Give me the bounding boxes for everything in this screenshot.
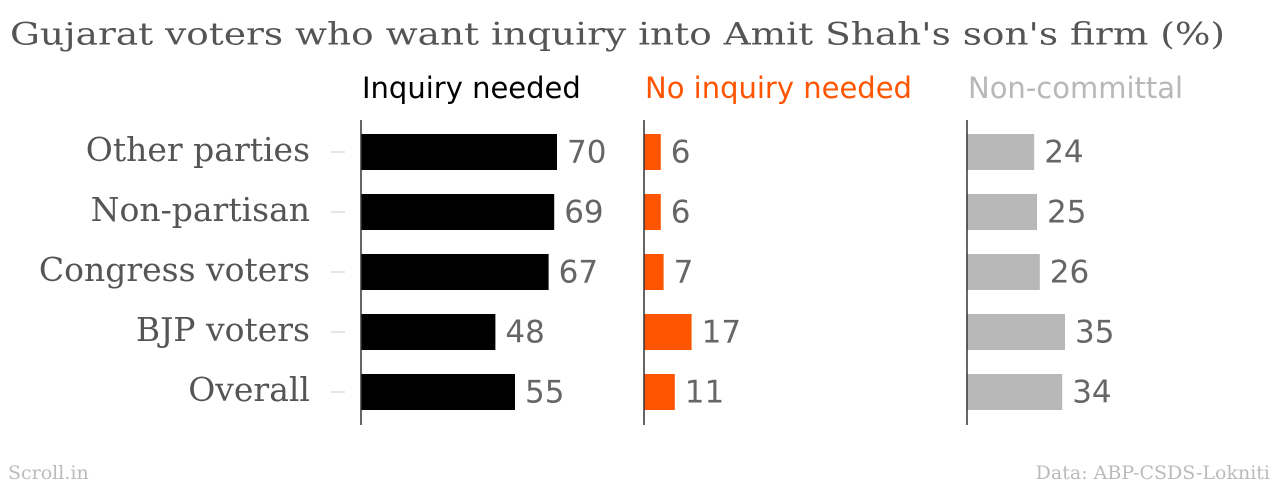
value-label: 26 (1050, 255, 1089, 291)
bar (967, 134, 1035, 170)
bar (361, 374, 515, 410)
credit: Scroll.in (8, 462, 89, 484)
value-label: 17 (702, 315, 741, 351)
bar (967, 254, 1040, 290)
bar (644, 134, 661, 170)
category-label: Congress voters (39, 250, 310, 289)
value-label: 11 (685, 375, 724, 411)
bar (361, 194, 555, 230)
value-label: 67 (559, 255, 598, 291)
bar (967, 374, 1063, 410)
value-label: 48 (505, 315, 544, 351)
category-label: Non-partisan (91, 190, 310, 229)
value-label: 6 (671, 195, 691, 231)
category-label: Overall (188, 370, 310, 409)
value-label: 7 (674, 255, 694, 291)
legend-entry: Non-committal (968, 71, 1183, 105)
value-label: 55 (525, 375, 564, 411)
category-label: Other parties (86, 130, 310, 169)
bar (644, 374, 675, 410)
value-label: 35 (1075, 315, 1114, 351)
bar (361, 314, 496, 350)
bar (644, 314, 692, 350)
value-label: 25 (1047, 195, 1086, 231)
legend-entry: Inquiry needed (362, 71, 581, 105)
value-label: 69 (564, 195, 603, 231)
bar (644, 194, 661, 230)
source: Data: ABP-CSDS-Lokniti (1036, 462, 1270, 484)
bar (361, 254, 549, 290)
value-label: 24 (1044, 135, 1083, 171)
value-label: 6 (671, 135, 691, 171)
legend-entry: No inquiry needed (645, 71, 912, 105)
bar (967, 194, 1037, 230)
bar (361, 134, 557, 170)
bar (644, 254, 664, 290)
value-label: 34 (1072, 375, 1111, 411)
category-label: BJP voters (136, 310, 310, 349)
chart-title: Gujarat voters who want inquiry into Ami… (10, 17, 1225, 53)
bar (967, 314, 1065, 350)
value-label: 70 (567, 135, 606, 171)
